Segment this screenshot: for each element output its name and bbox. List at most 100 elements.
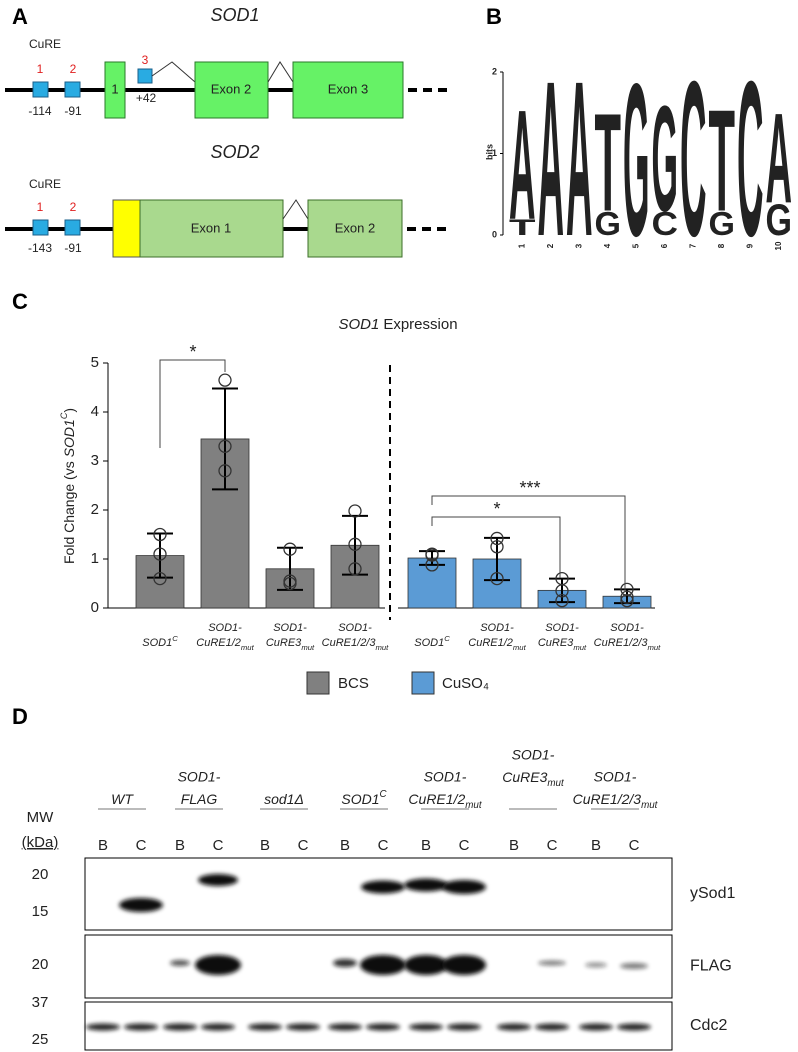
logo-position: 2 [546,243,555,248]
x-tick-label: CuRE1/2/3mut [322,637,389,652]
logo-position: 10 [774,241,783,250]
lane-label: B [175,837,185,854]
label-part: SOD1 [341,791,379,807]
blot-band [248,1023,282,1031]
lane-group-label: CuRE1/2/3mut [573,791,659,811]
intron [267,61,294,83]
label-part: FLAG [181,791,218,807]
blot-band [366,1023,400,1031]
blot-band [442,955,486,975]
exon-box [104,61,126,119]
label-part: CuRE3 [266,637,302,649]
label-part: CuRE1/2 [408,791,465,807]
logo-position: 4 [603,243,612,248]
lane-label: C [459,837,470,854]
logo-letter-group: G [595,205,622,242]
lane-group-label: SOD1- [594,769,637,785]
lane-label: C [547,837,558,854]
panel-label: B [486,4,502,29]
legend-swatch [306,671,330,695]
x-tick-label: SOD1- [338,622,372,634]
sod2-gene-diagram: SOD2 CuRE 1 2 -143 -91 Exon 1 Exon 2 [5,142,447,258]
blot-band [124,1023,158,1031]
lane-label: B [421,837,431,854]
logo-letter-group: G [766,195,793,245]
logo-letter-group: A [566,34,593,282]
label-part: SOD1 [414,637,444,649]
legend-label: CuSO₄ [442,675,489,692]
x-tick-label: SOD1- [208,622,242,634]
logo-letter-group: C [680,34,707,282]
data-point [490,540,504,554]
position-label: -91 [64,241,82,255]
intron [151,61,196,83]
blot-band [535,1023,569,1031]
chart-title: SOD1 Expression [338,316,457,333]
y-tick-label: 1 [91,550,99,567]
lane-group-label: sod1Δ [264,791,304,807]
mw-marker: 20 [32,866,49,883]
cure-number: 3 [142,53,149,67]
gene-title: SOD1 [210,5,259,25]
significance-label: *** [519,478,540,498]
significance-bracket [159,359,226,448]
logo-letter: C [737,34,764,282]
data-point [218,373,232,387]
blot-panel [84,857,673,931]
lane-label: B [591,837,601,854]
data-point [555,584,569,598]
position-label: +42 [136,91,157,105]
legend-swatch [411,671,435,695]
lane-group-label: SOD1C [341,789,387,807]
cure-label: CuRE [29,37,61,51]
logo-letter-group: A [766,87,793,231]
data-point [490,531,504,546]
logo-position: 1 [517,243,526,248]
logo-letter-group: G [623,40,650,282]
exon-label: Exon 3 [328,81,368,96]
exon-label: 1 [111,81,118,96]
title-part: Expression [383,316,457,333]
x-tick-label: SOD1- [545,622,579,634]
ylabel-part: ) [61,408,77,413]
logo-letter: A [538,34,565,282]
logo-y-label: bits [484,144,494,160]
cure-number: 1 [37,200,44,214]
data-point [283,542,297,556]
data-point [348,504,362,518]
panel-label: C [12,289,28,314]
label-sup: C [444,634,450,643]
label-sub: mut [465,800,483,811]
logo-position: 5 [631,243,640,248]
blot-band [497,1023,531,1031]
y-tick-label: 0 [91,599,99,616]
lane-group-label: SOD1- [178,769,221,785]
mw-marker: 20 [32,956,49,973]
lane-label: C [378,837,389,854]
lane-group-label: SOD1- [512,747,555,763]
blot-band [579,1023,613,1031]
logo-letter: A [566,34,593,282]
blot-band [163,1023,197,1031]
label-sub: mut [375,643,389,652]
blot-band [286,1023,320,1031]
logo-letter: G [652,76,679,243]
ylabel-part: C [59,412,69,419]
significance-label: * [493,499,500,519]
significance-bracket [431,516,561,578]
label-sup: C [172,634,178,643]
logo-letter-group: G [709,205,736,242]
data-point [620,594,634,608]
panel-label: D [12,704,28,729]
logo-letter-group: G [652,76,679,243]
blot-band [360,955,406,975]
x-tick-label: SOD1- [480,622,514,634]
data-point [153,547,167,561]
logo-letter: A [766,87,793,231]
ylabel-part: Fold Change (vs [61,461,77,564]
label-sub: mut [647,643,661,652]
data-point [490,571,504,586]
blot-band [404,878,448,892]
data-point [425,548,439,562]
